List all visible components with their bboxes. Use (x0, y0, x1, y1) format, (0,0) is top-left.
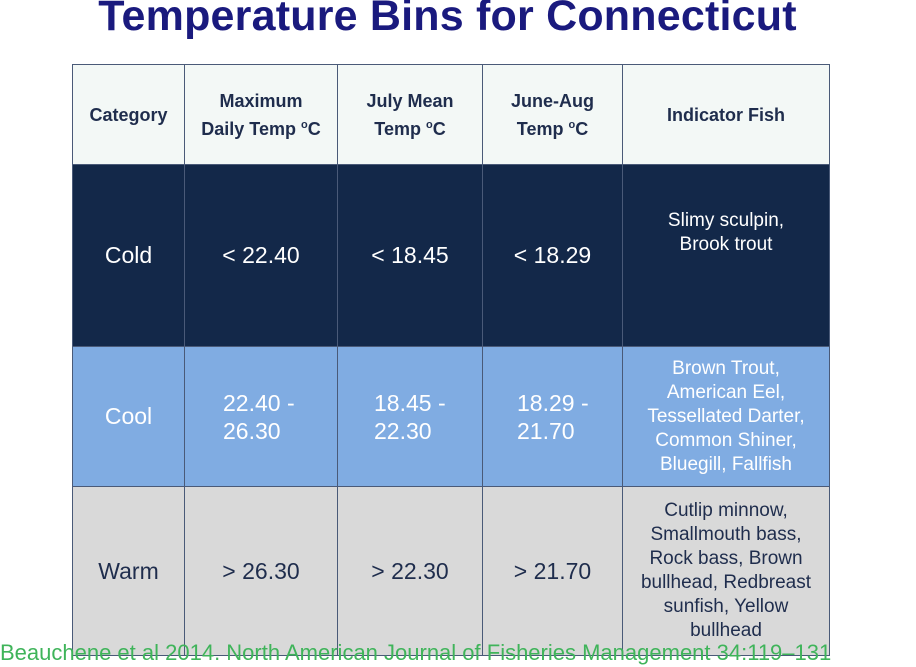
page-title: Temperature Bins for Connecticut (98, 0, 797, 40)
cell-category: Warm (72, 486, 185, 656)
cell-june-aug: 18.29 - 21.70 (482, 346, 623, 487)
cell-july-mean: > 22.30 (337, 486, 483, 656)
header-indicator-fish: Indicator Fish (622, 64, 830, 165)
header-july-mean-temp: July Mean Temp oC (337, 64, 483, 165)
citation: Beauchene et al 2014. North American Jou… (0, 640, 832, 665)
cell-indicator-fish: Cutlip minnow, Smallmouth bass, Rock bas… (622, 486, 830, 656)
header-june-aug-temp: June-Aug Temp oC (482, 64, 623, 165)
header-max-daily-temp: Maximum Daily Temp oC (184, 64, 338, 165)
table-row-cold: Cold < 22.40 < 18.45 < 18.29 Slimy sculp… (72, 164, 830, 347)
header-row: Category Maximum Daily Temp oC July Mean… (72, 64, 830, 165)
cell-category: Cool (72, 346, 185, 487)
table-row-cool: Cool 22.40 - 26.30 18.45 - 22.30 18.29 -… (72, 346, 830, 487)
table-row-warm: Warm > 26.30 > 22.30 > 21.70 Cutlip minn… (72, 486, 830, 656)
cell-max-daily: 22.40 - 26.30 (184, 346, 338, 487)
header-category: Category (72, 64, 185, 165)
cell-july-mean: < 18.45 (337, 164, 483, 347)
cell-indicator-fish: Brown Trout, American Eel, Tessellated D… (622, 346, 830, 487)
cell-max-daily: < 22.40 (184, 164, 338, 347)
temperature-bins-table: Category Maximum Daily Temp oC July Mean… (72, 64, 830, 656)
cell-indicator-fish: Slimy sculpin, Brook trout (622, 164, 830, 347)
cell-category: Cold (72, 164, 185, 347)
cell-max-daily: > 26.30 (184, 486, 338, 656)
cell-july-mean: 18.45 - 22.30 (337, 346, 483, 487)
cell-june-aug: < 18.29 (482, 164, 623, 347)
cell-june-aug: > 21.70 (482, 486, 623, 656)
